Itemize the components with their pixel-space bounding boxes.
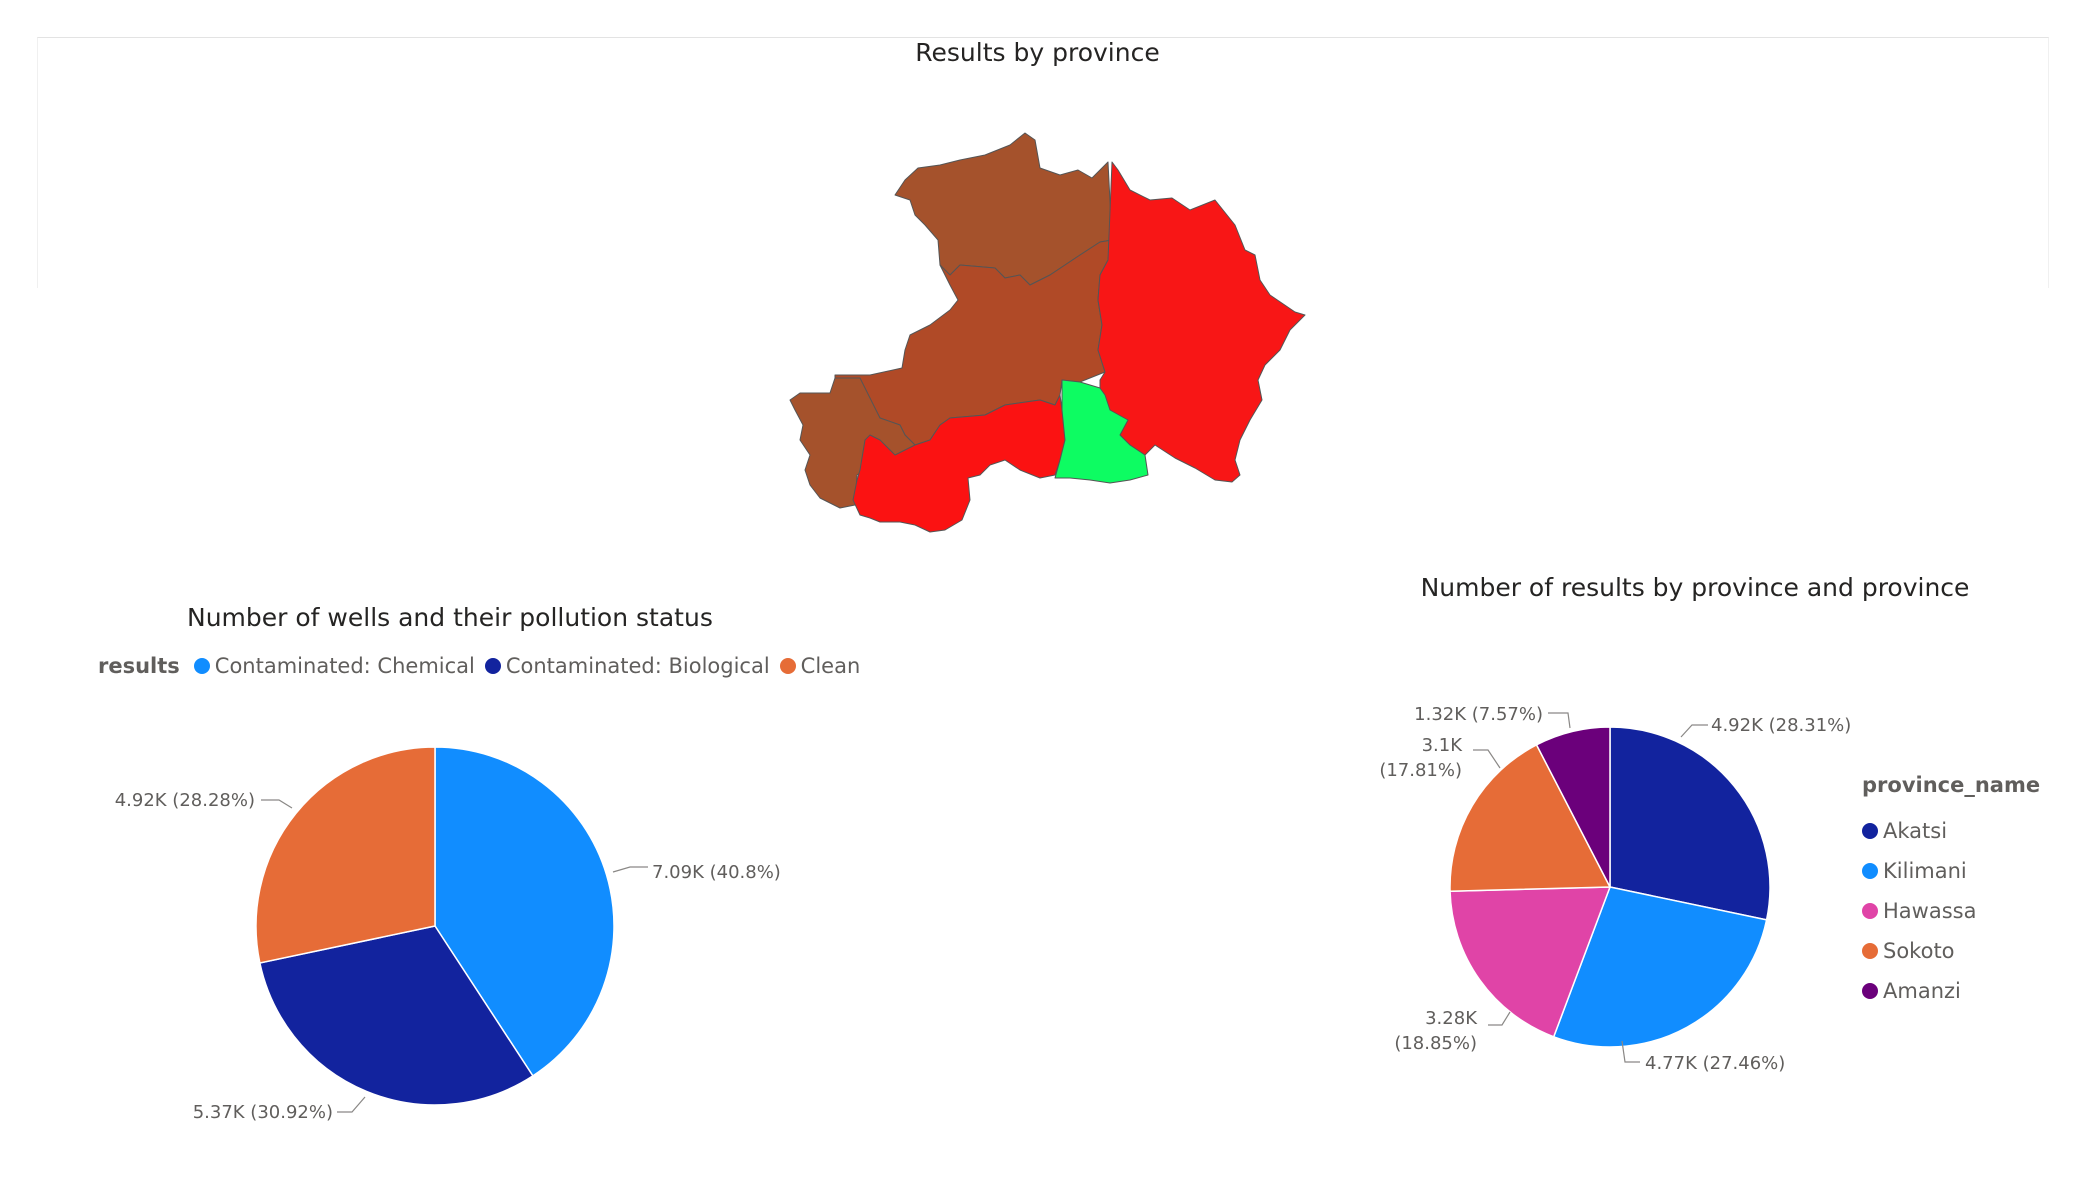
map-panel-frame — [37, 37, 2049, 288]
map-region-east[interactable] — [1097, 161, 1306, 483]
pie2-leader-line — [1548, 712, 1571, 729]
pie2-data-label: (18.85%) — [1394, 1033, 1477, 1054]
pie1-slice-contaminated-biological[interactable] — [258, 925, 534, 1106]
pie2-slice-akatsi[interactable] — [1609, 726, 1771, 921]
legend-dot-icon — [193, 658, 210, 674]
pie2-legend-label: Amanzi — [1883, 979, 1961, 1003]
pie1-leaders — [261, 799, 648, 1113]
pie2-legend-item-amanzi[interactable]: Amanzi — [1862, 971, 2040, 1011]
pie1-legend-title: results — [98, 654, 180, 678]
map-region-green[interactable] — [1054, 379, 1149, 484]
pie1-data-label: 7.09K (40.8%) — [652, 862, 781, 883]
pie1-slice-clean[interactable] — [255, 746, 436, 964]
pie1-legend: results Contaminated: Chemical Contamina… — [98, 651, 870, 681]
pie2-legend-label: Sokoto — [1883, 939, 1955, 963]
pie2-legend-item-akatsi[interactable]: Akatsi — [1862, 811, 2040, 851]
pie2-title: Number of results by province and provin… — [1420, 573, 1970, 602]
pie2-data-label: 3.1K — [1422, 735, 1464, 756]
pie2-leaders — [1473, 712, 1708, 1063]
pie2-data-label: 4.92K (28.31%) — [1711, 715, 1851, 736]
legend-dot-icon — [1862, 903, 1878, 919]
pie1-chart — [255, 746, 615, 1106]
legend-dot-icon — [1862, 943, 1878, 959]
pie2-leader-line — [1488, 1011, 1511, 1026]
pie1-leader-line — [612, 866, 648, 873]
pie1-legend-label: Contaminated: Biological — [505, 654, 770, 678]
pie2-slice-sokoto[interactable] — [1449, 743, 1612, 892]
pie1-data-label: 4.92K (28.28%) — [115, 790, 255, 811]
legend-dot-icon — [1862, 823, 1878, 839]
pie2-data-label: 1.32K (7.57%) — [1414, 704, 1543, 725]
pie1-legend-item-chemical[interactable]: Contaminated: Chemical — [193, 654, 475, 678]
pie2-leader-line — [1621, 1040, 1640, 1063]
pie2-legend-item-sokoto[interactable]: Sokoto — [1862, 931, 2040, 971]
pie2-slice-hawassa[interactable] — [1449, 886, 1612, 1038]
pie2-legend-item-hawassa[interactable]: Hawassa — [1862, 891, 2040, 931]
pie2-slice-kilimani[interactable] — [1552, 886, 1768, 1048]
pie2-leader-line — [1680, 724, 1708, 738]
pie1-title: Number of wells and their pollution stat… — [187, 603, 713, 632]
pie1-leader-line — [261, 799, 293, 809]
pie1-legend-item-clean[interactable]: Clean — [779, 654, 861, 678]
pie2-slice-amanzi[interactable] — [1535, 726, 1611, 888]
pie2-legend-title: province_name — [1862, 773, 2041, 797]
legend-dot-icon — [1862, 863, 1878, 879]
pie2-legend-label: Akatsi — [1883, 819, 1948, 843]
pie2-leader-line — [1473, 749, 1501, 769]
legend-dot-icon — [779, 658, 796, 674]
pie2-legend-label: Hawassa — [1883, 899, 1977, 923]
pie1-legend-label: Contaminated: Chemical — [214, 654, 475, 678]
province-map — [789, 132, 1306, 533]
pie1-leader-line — [337, 1096, 366, 1113]
pie2-data-label: 3.28K — [1425, 1008, 1478, 1029]
legend-dot-icon — [1862, 983, 1878, 999]
pie1-legend-item-biological[interactable]: Contaminated: Biological — [484, 654, 770, 678]
map-title: Results by province — [915, 38, 1160, 67]
pie2-legend: province_name Akatsi Kilimani Hawassa So… — [1862, 773, 2040, 1011]
pie2-data-label: (17.81%) — [1379, 760, 1462, 781]
legend-dot-icon — [484, 658, 501, 674]
pie2-legend-label: Kilimani — [1883, 859, 1967, 883]
pie1-data-label: 5.37K (30.92%) — [193, 1102, 333, 1123]
pie2-chart — [1449, 726, 1771, 1048]
pie2-data-label: 4.77K (27.46%) — [1645, 1053, 1785, 1074]
map-region-south[interactable] — [852, 394, 1066, 533]
pie2-legend-item-kilimani[interactable]: Kilimani — [1862, 851, 2040, 891]
pie1-legend-label: Clean — [800, 654, 861, 678]
